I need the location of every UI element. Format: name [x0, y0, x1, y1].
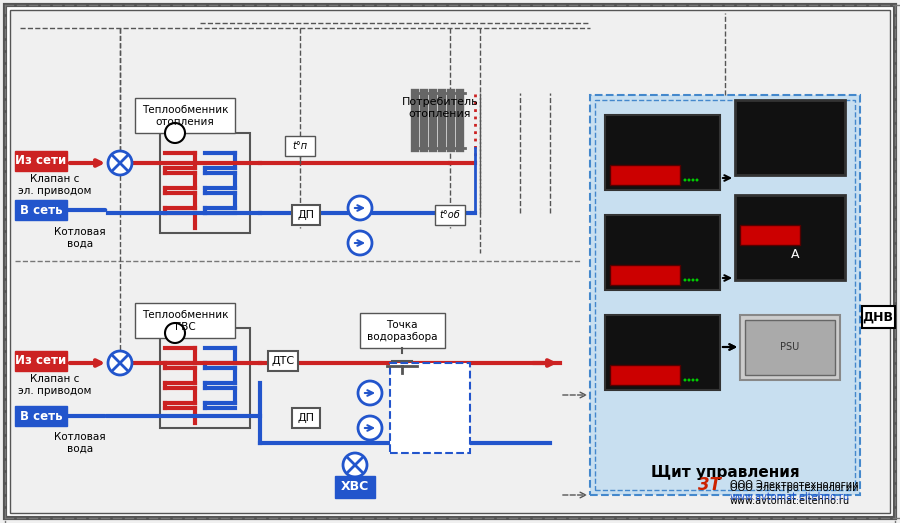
- FancyBboxPatch shape: [740, 315, 840, 380]
- FancyBboxPatch shape: [135, 303, 235, 338]
- FancyBboxPatch shape: [735, 195, 845, 280]
- Text: Теплообменник
отопления: Теплообменник отопления: [142, 105, 229, 127]
- Circle shape: [691, 178, 695, 181]
- Text: Котловая
вода: Котловая вода: [54, 227, 106, 249]
- Circle shape: [688, 279, 690, 281]
- Text: Клапан с
эл. приводом: Клапан с эл. приводом: [18, 174, 92, 196]
- Circle shape: [108, 351, 132, 375]
- Text: t°п: t°п: [292, 141, 308, 151]
- Text: 3T: 3T: [698, 476, 722, 494]
- Text: PSU: PSU: [780, 342, 799, 352]
- Text: ДП: ДП: [298, 210, 314, 220]
- Circle shape: [691, 279, 695, 281]
- FancyBboxPatch shape: [15, 200, 67, 220]
- FancyBboxPatch shape: [595, 100, 855, 490]
- FancyBboxPatch shape: [292, 205, 320, 225]
- FancyBboxPatch shape: [590, 95, 860, 495]
- FancyBboxPatch shape: [268, 351, 298, 371]
- Circle shape: [348, 231, 372, 255]
- FancyBboxPatch shape: [15, 351, 67, 371]
- FancyBboxPatch shape: [605, 115, 720, 190]
- Text: В сеть: В сеть: [20, 203, 62, 217]
- FancyBboxPatch shape: [740, 225, 800, 245]
- Circle shape: [691, 379, 695, 381]
- Text: ХВС: ХВС: [341, 481, 369, 494]
- FancyBboxPatch shape: [605, 315, 720, 390]
- Circle shape: [348, 196, 372, 220]
- FancyBboxPatch shape: [610, 265, 680, 285]
- FancyBboxPatch shape: [435, 205, 465, 225]
- Text: Щит управления: Щит управления: [651, 465, 799, 481]
- FancyBboxPatch shape: [135, 98, 235, 133]
- Circle shape: [688, 379, 690, 381]
- FancyBboxPatch shape: [610, 165, 680, 185]
- Circle shape: [343, 453, 367, 477]
- Circle shape: [358, 416, 382, 440]
- Text: Потребитель
отопления: Потребитель отопления: [401, 97, 478, 119]
- Circle shape: [108, 151, 132, 175]
- Text: www.avtomat.eltehno.ru: www.avtomat.eltehno.ru: [730, 492, 850, 502]
- Text: A: A: [791, 248, 799, 262]
- Text: Теплообменник
ГВС: Теплообменник ГВС: [142, 310, 229, 332]
- FancyBboxPatch shape: [15, 151, 67, 171]
- FancyBboxPatch shape: [335, 476, 375, 498]
- Text: Клапан с
эл. приводом: Клапан с эл. приводом: [18, 374, 92, 396]
- FancyBboxPatch shape: [735, 100, 845, 175]
- FancyBboxPatch shape: [745, 320, 835, 375]
- FancyBboxPatch shape: [610, 365, 680, 385]
- Circle shape: [165, 323, 185, 343]
- FancyBboxPatch shape: [15, 406, 67, 426]
- Text: ДП: ДП: [298, 413, 314, 423]
- Text: Из сети: Из сети: [15, 154, 67, 167]
- FancyBboxPatch shape: [605, 215, 720, 290]
- Text: В сеть: В сеть: [20, 410, 62, 423]
- Text: Из сети: Из сети: [15, 355, 67, 368]
- Circle shape: [688, 178, 690, 181]
- Circle shape: [165, 123, 185, 143]
- FancyBboxPatch shape: [292, 408, 320, 428]
- Text: Котловая
вода: Котловая вода: [54, 432, 106, 454]
- Text: ДТС: ДТС: [272, 356, 294, 366]
- Text: www.avtomat.eltehno.ru: www.avtomat.eltehno.ru: [730, 496, 850, 506]
- Text: ДНВ: ДНВ: [862, 311, 894, 324]
- Circle shape: [358, 381, 382, 405]
- Text: Точка
водоразбора: Точка водоразбора: [367, 320, 437, 342]
- Text: t°об: t°об: [439, 210, 461, 220]
- Circle shape: [683, 178, 687, 181]
- FancyBboxPatch shape: [862, 306, 895, 328]
- Circle shape: [683, 379, 687, 381]
- FancyBboxPatch shape: [360, 313, 445, 348]
- Text: ООО Электротехнологии: ООО Электротехнологии: [730, 480, 859, 490]
- Circle shape: [696, 178, 698, 181]
- Text: ООО Электротехнологии: ООО Электротехнологии: [730, 483, 859, 493]
- Circle shape: [696, 279, 698, 281]
- FancyBboxPatch shape: [285, 136, 315, 156]
- FancyBboxPatch shape: [390, 363, 470, 453]
- Circle shape: [696, 379, 698, 381]
- Circle shape: [683, 279, 687, 281]
